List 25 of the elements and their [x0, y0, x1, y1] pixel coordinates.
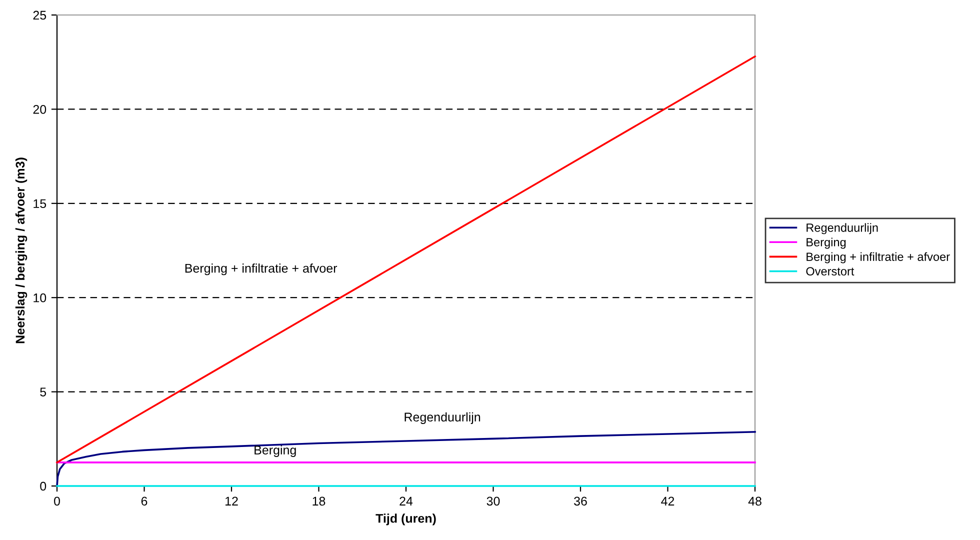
y-tick-label: 5 — [40, 388, 46, 396]
y-tick-label: 0 — [40, 482, 46, 491]
x-tick-label: 48 — [748, 496, 762, 506]
y-tick-label: 15 — [34, 199, 46, 208]
legend-label: Berging + infiltratie + afvoer — [806, 252, 950, 264]
x-tick-label: 24 — [400, 496, 413, 506]
y-tick-label: 25 — [33, 10, 46, 20]
legend-label: Regenduurlijn — [806, 223, 878, 234]
annotation: Berging — [254, 445, 296, 457]
x-tick-label: 30 — [486, 496, 500, 506]
x-tick-label: 36 — [574, 496, 587, 506]
x-tick-label: 18 — [312, 496, 326, 506]
annotation: Berging + infiltratie + afvoer — [185, 264, 338, 276]
x-tick-label: 42 — [661, 496, 674, 506]
y-tick-label: 20 — [33, 105, 46, 114]
annotation: Regenduurlijn — [404, 412, 480, 424]
legend-label: Overstort — [806, 267, 854, 276]
legend-label: Berging — [806, 238, 846, 249]
x-tick-label: 12 — [226, 496, 238, 506]
x-tick-label: 6 — [141, 496, 148, 506]
y-tick-label: 10 — [34, 293, 46, 302]
y-axis-title: Neerslag / berging / afvoer (m3) — [15, 158, 28, 344]
line-series — [56, 431, 756, 487]
x-axis-title: Tijd (uren) — [376, 514, 436, 526]
x-tick-label: 0 — [54, 496, 60, 506]
